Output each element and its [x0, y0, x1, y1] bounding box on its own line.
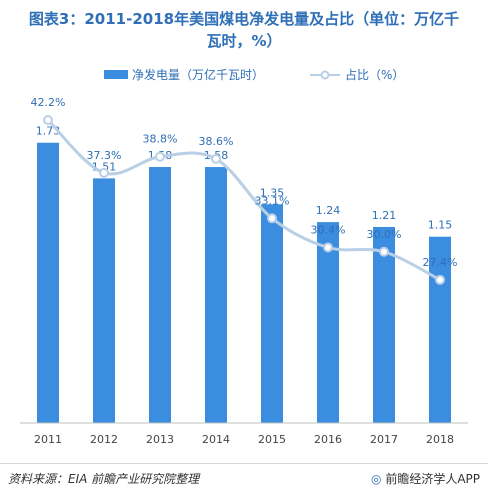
chart-area: 净发电量（万亿千瓦时） 占比（%） 1.731.511.581.581.351.…: [20, 67, 468, 446]
share-label-2014: 38.6%: [199, 135, 234, 148]
bar-2014: [205, 167, 227, 423]
bar-2017: [373, 226, 395, 423]
x-tick-label-2014: 2014: [202, 433, 230, 446]
legend-line-marker: [320, 70, 330, 80]
legend-line-label: 占比（%）: [345, 67, 404, 82]
bar-value-label-2017: 1.21: [372, 209, 397, 222]
x-tick-label-2011: 2011: [34, 433, 62, 446]
legend: 净发电量（万亿千瓦时） 占比（%）: [104, 67, 404, 82]
share-label-2016: 30.4%: [311, 223, 346, 236]
share-label-2012: 37.3%: [87, 149, 122, 162]
share-label-2013: 38.8%: [143, 133, 178, 146]
legend-bar-swatch: [104, 70, 128, 79]
share-point-2016: [323, 242, 333, 253]
x-tick-label-2015: 2015: [258, 433, 286, 446]
bar-value-label-2015: 1.35: [260, 186, 285, 199]
share-point-2013: [155, 151, 165, 162]
bar-value-label-2018: 1.15: [428, 219, 453, 232]
share-point-2018: [435, 274, 445, 285]
share-label-2015: 33.1%: [255, 194, 290, 207]
source-note: 资料来源：EIA 前瞻产业研究院整理: [8, 472, 200, 486]
x-tick-label-2017: 2017: [370, 433, 398, 446]
bar-2018: [429, 236, 451, 423]
share-label-2018: 27.4%: [423, 256, 458, 269]
bar-value-label-2016: 1.24: [316, 204, 341, 217]
chart-title-line-1: 图表3：2011-2018年美国煤电净发电量及占比（单位：万亿千: [28, 10, 460, 28]
footer: 资料来源：EIA 前瞻产业研究院整理 ◎ 前瞻经济学人APP: [0, 463, 488, 495]
chart-title: 图表3：2011-2018年美国煤电净发电量及占比（单位：万亿千 瓦时，%）: [0, 8, 488, 52]
bar-2011: [37, 142, 59, 424]
brand-label: ◎ 前瞻经济学人APP: [371, 470, 480, 487]
line-series: 42.2% 37.3% 38.8% 38.6% 33.1% 30.4% 30.0% 27.4%: [31, 96, 458, 285]
bar-2015: [261, 204, 283, 423]
bar-2012: [93, 178, 115, 423]
share-label-2011: 42.2%: [31, 96, 66, 109]
share-point-2012: [99, 167, 109, 178]
x-tick-label-2018: 2018: [426, 433, 454, 446]
chart-title-line-2: 瓦时，%）: [206, 32, 282, 50]
bar-series: 1.731.511.581.581.351.241.211.15: [36, 125, 453, 424]
legend-bar-label: 净发电量（万亿千瓦时）: [132, 67, 264, 82]
x-tick-label-2016: 2016: [314, 433, 342, 446]
brand-logo-icon: ◎: [371, 472, 382, 486]
share-point-2011: [43, 115, 53, 125]
share-point-2014: [211, 153, 221, 164]
bar-2013: [149, 167, 171, 423]
share-point-2015: [267, 213, 277, 224]
share-label-2017: 30.0%: [367, 228, 402, 241]
share-point-2017: [379, 246, 389, 257]
x-tick-label-2012: 2012: [90, 433, 118, 446]
brand-name: 前瞻经济学人APP: [385, 472, 480, 486]
bar-2016: [317, 222, 339, 423]
x-axis: 2011 2012 2013 2014 2015 2016 2017 2018: [20, 422, 468, 446]
x-tick-label-2013: 2013: [146, 433, 174, 446]
